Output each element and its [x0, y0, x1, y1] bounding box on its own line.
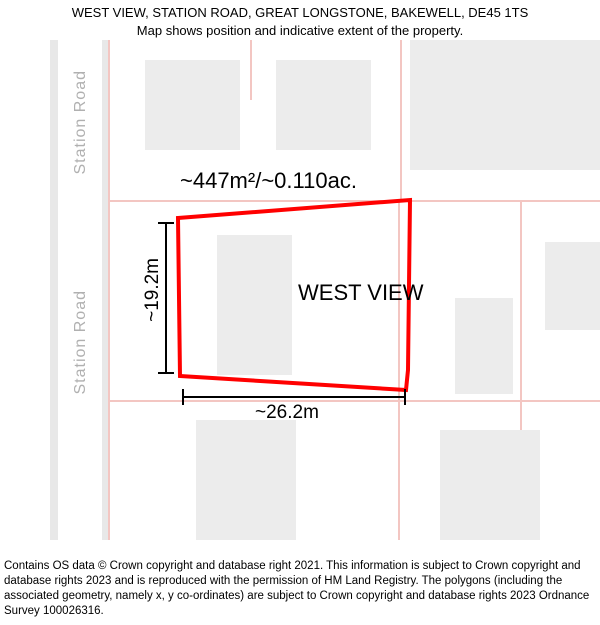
width-label: ~26.2m	[255, 402, 319, 424]
width-tick-left	[182, 389, 184, 405]
footer-attribution: Contains OS data © Crown copyright and d…	[4, 559, 596, 619]
height-tick-bottom	[158, 372, 174, 374]
width-tick-right	[404, 389, 406, 405]
height-tick-top	[158, 222, 174, 224]
height-bar	[165, 222, 167, 374]
area-label: ~447m²/~0.110ac.	[180, 168, 357, 194]
property-name-label: WEST VIEW	[298, 280, 424, 306]
height-label: ~19.2m	[142, 258, 164, 322]
header-subtitle: Map shows position and indicative extent…	[0, 22, 600, 40]
property-highlight	[0, 0, 600, 540]
header: WEST VIEW, STATION ROAD, GREAT LONGSTONE…	[0, 4, 600, 39]
map-canvas: Station Road Station Road ~447m²/~0.110a…	[0, 0, 600, 540]
header-address: WEST VIEW, STATION ROAD, GREAT LONGSTONE…	[0, 4, 600, 22]
width-bar	[182, 396, 406, 398]
